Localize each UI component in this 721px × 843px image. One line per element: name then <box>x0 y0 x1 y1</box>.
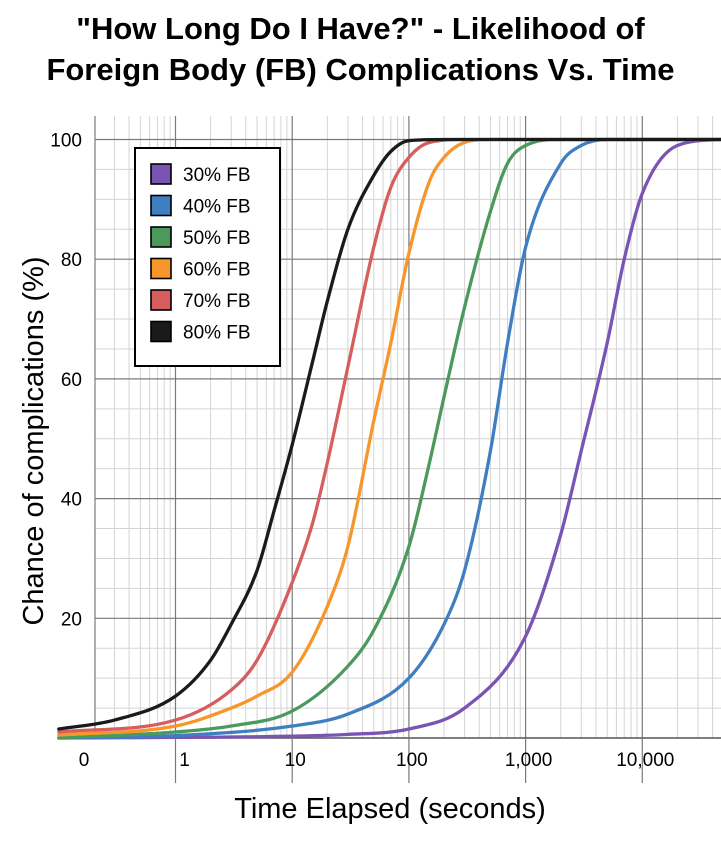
series-line-60-fb <box>57 137 721 737</box>
legend-label: 40% FB <box>183 197 251 218</box>
legend-swatch <box>150 257 172 280</box>
y-tick-label: 80 <box>61 250 82 271</box>
series-line-30-fb <box>57 137 721 740</box>
y-tick-label: 60 <box>61 370 82 391</box>
legend-label: 80% FB <box>183 323 251 344</box>
y-axis-title: Chance of complications (%) <box>18 256 50 625</box>
legend-swatch <box>150 320 172 343</box>
x-tick-label: 10 <box>285 750 306 771</box>
x-tick-label: 1,000 <box>505 750 553 771</box>
series-line-40-fb <box>57 137 721 740</box>
x-tick-label: 10,000 <box>616 750 674 771</box>
chart-title-line-2: Foreign Body (FB) Complications Vs. Time <box>46 52 675 87</box>
legend-label: 60% FB <box>183 260 251 281</box>
series-line-50-fb <box>57 137 721 740</box>
legend-label: 30% FB <box>183 165 251 186</box>
y-tick-label: 100 <box>50 131 82 152</box>
chart-title-line-1: "How Long Do I Have?" - Likelihood of <box>76 11 645 46</box>
series-line-80-fb <box>57 137 721 731</box>
legend: 30% FB 40% FB 50% FB 60% FB 70% FB 80% FB <box>134 147 281 367</box>
chart-title: "How Long Do I Have?" - Likelihood of Fo… <box>0 8 721 90</box>
tick-labels: 20 40 60 80 100 0 1 10 100 1,000 10,000 <box>50 131 674 772</box>
legend-label: 70% FB <box>183 291 251 312</box>
legend-swatch <box>150 289 172 311</box>
legend-swatch <box>150 194 172 217</box>
x-tick-label: 100 <box>396 750 428 771</box>
legend-swatch <box>150 226 172 248</box>
y-tick-label: 20 <box>61 609 82 630</box>
series-layer <box>57 137 721 740</box>
x-axis-title: Time Elapsed (seconds) <box>234 793 546 825</box>
legend-label: 50% FB <box>183 228 251 249</box>
x-tick-label: 0 <box>79 750 90 771</box>
x-tick-label: 1 <box>179 750 190 771</box>
y-tick-label: 40 <box>61 490 82 511</box>
legend-swatch <box>150 163 172 185</box>
